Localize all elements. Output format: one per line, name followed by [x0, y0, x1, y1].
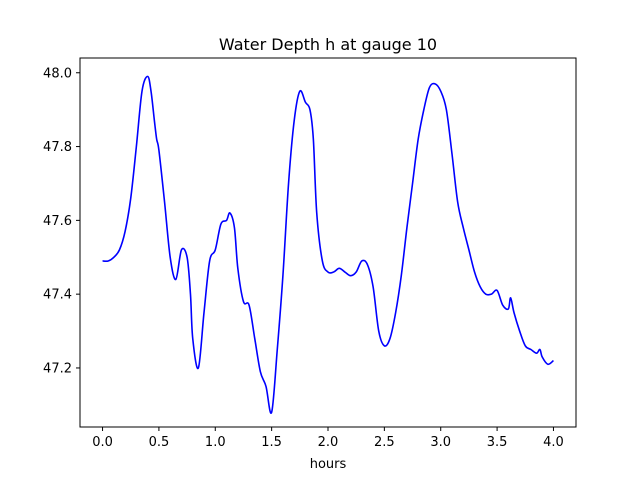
x-tick-label: 3.5 — [487, 435, 508, 450]
chart-title: Water Depth h at gauge 10 — [219, 35, 437, 54]
y-tick-label: 47.4 — [43, 288, 72, 303]
y-tick-label: 47.8 — [43, 140, 72, 155]
y-tick-label: 47.6 — [43, 214, 72, 229]
y-tick-label: 47.2 — [43, 361, 72, 376]
x-tick-label: 2.0 — [318, 435, 339, 450]
x-tick-label: 3.0 — [430, 435, 451, 450]
x-tick-label: 4.0 — [543, 435, 564, 450]
x-tick-label: 2.5 — [374, 435, 395, 450]
y-tick-label: 48.0 — [43, 66, 72, 81]
x-tick-label: 0.5 — [149, 435, 170, 450]
series-line-0 — [102, 75, 554, 414]
x-axis-label: hours — [310, 457, 347, 472]
y-axis: 47.2 47.4 47.6 47.8 48.0 — [43, 66, 80, 376]
series-layer — [102, 75, 554, 414]
x-tick-label: 1.5 — [261, 435, 282, 450]
x-tick-label: 0.0 — [92, 435, 113, 450]
x-axis: 0.0 0.5 1.0 1.5 2.0 2.5 3.0 3.5 4.0 — [92, 427, 564, 450]
x-tick-label: 1.0 — [205, 435, 226, 450]
